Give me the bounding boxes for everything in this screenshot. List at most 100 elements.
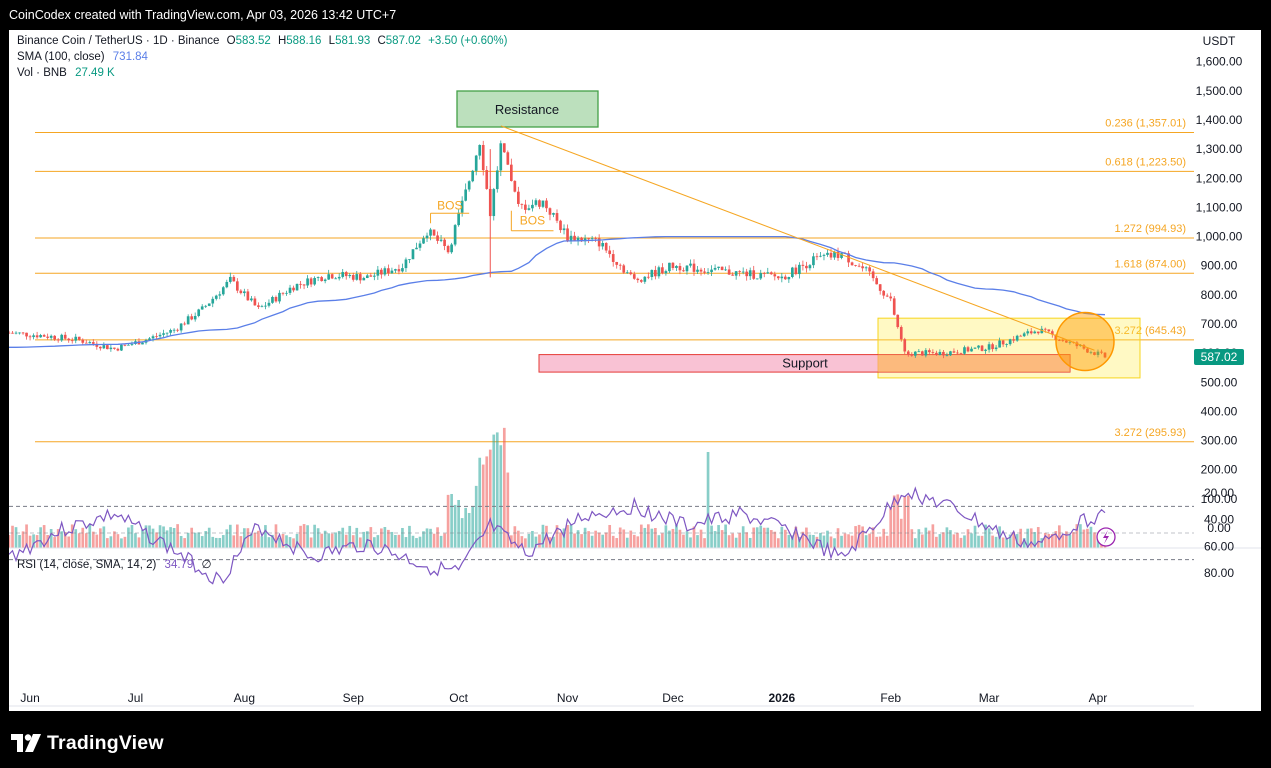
volume-bar: [650, 528, 654, 548]
price-tick: 1,600.00: [1196, 55, 1243, 69]
candle-body: [1012, 339, 1016, 341]
candle-body: [372, 275, 376, 277]
volume-bar: [966, 529, 970, 548]
candle-body: [32, 335, 35, 338]
candle-body: [120, 344, 123, 351]
candles: [9, 140, 1107, 359]
volume-bar: [1057, 525, 1061, 548]
candle-body: [446, 246, 450, 253]
volume-bar: [9, 534, 11, 548]
candle-body: [14, 332, 18, 334]
candle-body: [720, 266, 724, 271]
candle-body: [618, 264, 622, 266]
candle-body: [920, 351, 924, 356]
candle-body: [794, 267, 798, 275]
tradingview-logo[interactable]: TradingView: [11, 731, 164, 755]
candle-body: [1036, 331, 1040, 334]
volume-bar: [618, 527, 622, 548]
candle-body: [850, 262, 854, 266]
volume-bar: [629, 530, 633, 548]
tradingview-logo-icon: [11, 734, 41, 752]
svg-text:Binance Coin / TetherUS · 1D ·: Binance Coin / TetherUS · 1D · Binance O…: [17, 35, 508, 47]
candle-body: [165, 332, 169, 334]
candle-body: [699, 269, 703, 272]
chart-frame[interactable]: 0.236 (1,357.01) 0.618 (1,223.50) 1.272 (9…: [9, 30, 1261, 711]
candle-body: [889, 296, 893, 299]
volume-bar: [464, 507, 468, 548]
volume-bar: [372, 537, 376, 548]
volume-bar: [734, 537, 738, 548]
volume-bar: [387, 529, 390, 548]
candle-body: [871, 271, 875, 279]
candle-body: [555, 213, 559, 221]
volume-bar: [151, 528, 155, 548]
candle-body: [74, 336, 78, 341]
candle-body: [896, 314, 900, 328]
candle-body: [987, 344, 991, 350]
volume-bar: [727, 535, 731, 548]
volume-bar: [200, 536, 204, 548]
volume-bar: [980, 535, 984, 548]
volume-bar: [250, 533, 253, 548]
candle-body: [703, 271, 706, 273]
legend-vol-value: 27.49 K: [75, 67, 115, 79]
zones: Support Resistance: [456, 90, 1141, 379]
candle-body: [281, 292, 285, 294]
candle-body: [288, 287, 292, 293]
volume-bar: [323, 530, 327, 548]
price-tick: 1,100.00: [1196, 200, 1243, 214]
volume-bar: [604, 532, 608, 548]
candle-body: [499, 143, 503, 171]
volume-bar: [1068, 534, 1072, 548]
candle-body: [685, 265, 689, 272]
candle-body: [98, 346, 102, 349]
volume-bar: [337, 530, 341, 548]
volume-bar: [843, 533, 847, 548]
candle-body: [752, 270, 756, 279]
candle-body: [70, 340, 74, 342]
volume-bar: [805, 527, 808, 548]
candle-body: [214, 295, 218, 299]
bos-label: BOS: [520, 214, 545, 228]
volume-bar: [917, 529, 921, 548]
volume-bar: [362, 531, 366, 548]
volume-bar: [531, 530, 534, 548]
volume-bar: [945, 527, 949, 548]
candle-body: [738, 271, 742, 272]
volume-bar: [351, 535, 355, 548]
candle-body: [485, 170, 489, 189]
volume-bar: [524, 538, 527, 548]
volume-bar: [587, 531, 590, 548]
volume-bar: [56, 529, 60, 548]
candle-body: [597, 238, 601, 247]
volume-bar: [394, 534, 397, 548]
volume-bar: [1019, 528, 1023, 548]
time-tick: Jul: [128, 691, 143, 705]
candle-body: [106, 345, 109, 350]
volume-bar: [478, 457, 482, 548]
volume-bar: [675, 524, 678, 548]
candle-body: [963, 347, 966, 354]
candle-body: [819, 255, 822, 257]
candle-body: [755, 278, 759, 280]
candle-body: [580, 237, 583, 242]
volume-bar: [502, 427, 506, 548]
volume-bar: [190, 527, 194, 548]
price-chart[interactable]: 0.236 (1,357.01) 0.618 (1,223.50) 1.272 (9…: [9, 30, 1261, 711]
volume-bar: [1026, 528, 1030, 548]
volume-bar: [130, 525, 134, 548]
candle-body: [1096, 351, 1100, 355]
volume-bar: [632, 534, 636, 548]
lightning-icon[interactable]: [1096, 527, 1116, 547]
candle-body: [836, 251, 840, 258]
volume-bar: [1061, 535, 1065, 548]
volume-bar: [973, 525, 977, 548]
volume-bar: [745, 532, 749, 548]
tradingview-logo-text: TradingView: [47, 731, 164, 754]
volume-bar: [28, 535, 32, 548]
candle-body: [309, 278, 313, 285]
volume-bar: [639, 524, 643, 548]
header-caption: CoinCodex created with TradingView.com, …: [9, 8, 397, 22]
candle-body: [179, 323, 183, 331]
candle-body: [977, 345, 980, 348]
